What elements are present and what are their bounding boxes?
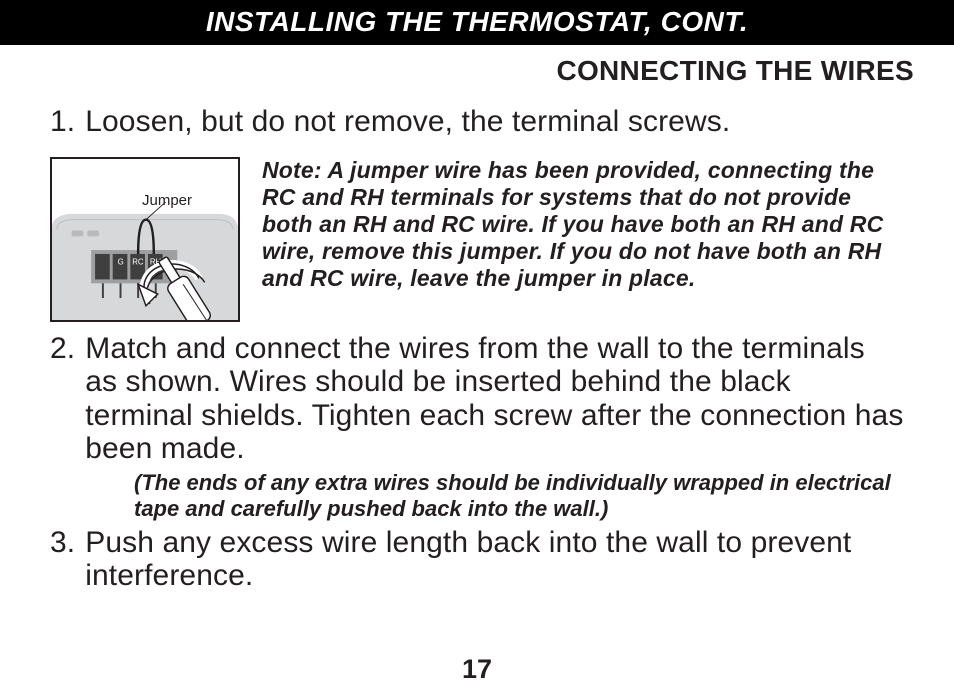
step-number: 3. xyxy=(50,526,85,593)
terminal-shield xyxy=(95,254,110,279)
step-number: 2. xyxy=(50,332,85,466)
terminal-diagram: G RC RH xyxy=(50,157,240,322)
note-text: Note: A jumper wire has been provided, c… xyxy=(262,157,904,293)
page-number: 17 xyxy=(0,654,954,685)
step-1: 1. Loosen, but do not remove, the termin… xyxy=(50,105,904,139)
terminal-label-rc: RC xyxy=(132,257,144,266)
jumper-label: Jumper xyxy=(142,192,192,209)
step-text: Match and connect the wires from the wal… xyxy=(85,332,904,466)
page-content: 1. Loosen, but do not remove, the termin… xyxy=(0,87,954,593)
step-3: 3. Push any excess wire length back into… xyxy=(50,526,904,593)
step-text: Loosen, but do not remove, the terminal … xyxy=(85,105,730,139)
section-subheader: CONNECTING THE WIRES xyxy=(0,45,954,87)
step-text: Push any excess wire length back into th… xyxy=(85,526,904,593)
parenthetical-note: (The ends of any extra wires should be i… xyxy=(50,466,904,524)
step-2: 2. Match and connect the wires from the … xyxy=(50,332,904,466)
slot xyxy=(87,230,99,236)
terminal-diagram-svg: G RC RH xyxy=(52,159,238,321)
terminal-label-g: G xyxy=(118,257,124,266)
slot xyxy=(72,230,84,236)
section-header: INSTALLING THE THERMOSTAT, CONT. xyxy=(0,0,954,45)
step-number: 1. xyxy=(50,105,85,139)
note-row: G RC RH xyxy=(50,157,904,322)
